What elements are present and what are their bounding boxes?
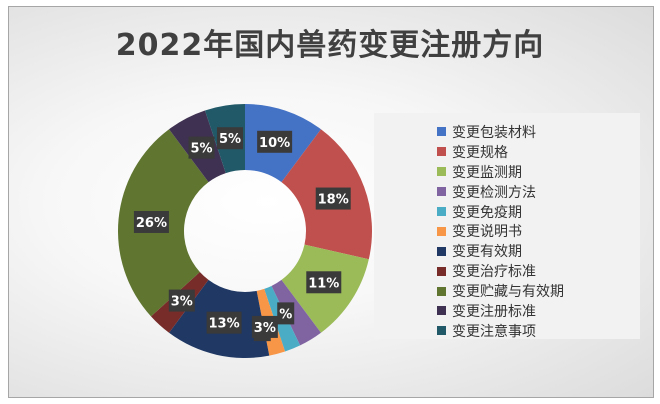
legend-swatch	[437, 147, 446, 157]
data-label-11: 5%	[216, 127, 243, 150]
legend-item: 变更治疗标准	[374, 261, 640, 281]
svg-text:13%: 13%	[209, 317, 240, 332]
legend-item: 变更贮藏与有效期	[374, 281, 640, 301]
svg-text:10%: 10%	[259, 136, 290, 151]
legend-item: 变更检测方法	[374, 182, 640, 202]
data-label-7: 13%	[206, 311, 242, 334]
legend-item: 变更包装材料	[374, 122, 640, 142]
legend-item: 变更免疫期	[374, 202, 640, 222]
legend-swatch	[437, 286, 446, 296]
legend-swatch	[437, 306, 446, 316]
svg-text:26%: 26%	[136, 216, 167, 231]
legend-label: 变更贮藏与有效期	[452, 284, 564, 301]
legend-label: 变更监测期	[452, 164, 522, 181]
legend-swatch	[437, 127, 446, 137]
legend: 变更包装材料 变更规格变更监测期变更检测方法 变更免疫期变更说明书变更有效期变更治疗…	[374, 113, 640, 341]
legend-swatch	[437, 226, 446, 236]
data-label-10: 5%	[188, 136, 215, 159]
legend-swatch	[437, 246, 446, 256]
svg-text:%: %	[279, 307, 292, 322]
data-label-9: 26%	[133, 210, 169, 233]
legend-swatch	[437, 167, 446, 177]
svg-text:18%: 18%	[318, 193, 349, 208]
data-label-1: 10%	[257, 130, 293, 153]
legend-label: 变更注册标准	[452, 303, 536, 320]
svg-text:3%: 3%	[254, 321, 276, 336]
legend-label: 变更免疫期	[452, 204, 522, 221]
legend-item: 变更规格	[374, 142, 640, 162]
legend-swatch	[437, 266, 446, 276]
legend-label: 变更说明书	[452, 224, 522, 241]
svg-text:3%: 3%	[171, 295, 193, 310]
chart-title: 2022年国内兽药变更注册方向	[115, 28, 545, 63]
legend-item: 变更监测期	[374, 162, 640, 182]
legend-item: 变更注意事项	[374, 321, 640, 341]
legend-label: 变更注意事项	[452, 323, 536, 340]
legend-item: 变更注册标准	[374, 301, 640, 321]
legend-swatch	[437, 207, 446, 216]
data-label-6: 3%	[251, 315, 278, 338]
data-label-8: 3%	[168, 289, 195, 312]
legend-label: 变更规格	[452, 144, 508, 161]
legend-swatch	[437, 187, 446, 197]
legend-label: 变更治疗标准	[452, 264, 536, 281]
svg-text:11%: 11%	[308, 276, 339, 291]
legend-item: 变更有效期	[374, 241, 640, 261]
legend-label: 变更有效期	[452, 244, 522, 261]
legend-item: 变更说明书	[374, 221, 640, 241]
legend-label: 变更包装材料	[452, 124, 536, 141]
data-label-2: 18%	[315, 187, 351, 210]
donut-slice-4	[271, 279, 321, 346]
data-label-4: %	[277, 302, 295, 325]
svg-text:5%: 5%	[219, 132, 241, 147]
svg-text:5%: 5%	[190, 142, 212, 157]
data-label-3: 11%	[306, 271, 342, 294]
legend-swatch	[437, 326, 446, 336]
legend-label: 变更检测方法	[452, 184, 536, 201]
